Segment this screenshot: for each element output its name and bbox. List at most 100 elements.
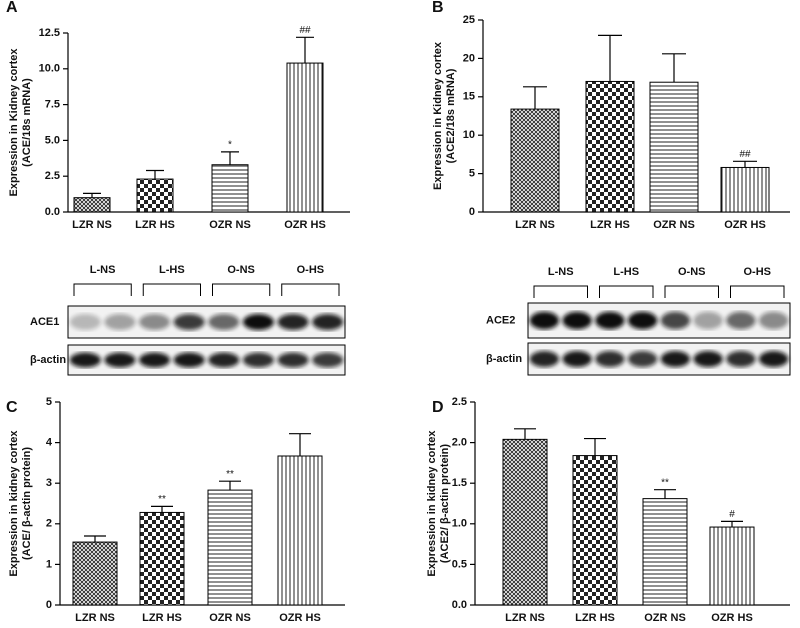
blot-band [312,352,344,368]
bar [211,164,249,213]
x-tick-label: OZR HS [711,612,753,623]
blot-band [208,314,240,330]
y-tick-label: 5.0 [45,134,60,146]
x-tick-label: OZR NS [209,612,251,623]
significance: ** [158,494,166,505]
y-tick-label: 5 [46,396,52,408]
lane-group-label: O-HS [744,266,772,278]
blot-band [138,314,171,330]
blot-band [758,351,789,367]
bar [73,197,111,213]
blot-band [726,311,756,330]
y-tick-label: 0.0 [452,599,467,611]
blot-band [69,352,101,368]
y-axis-label: Expression in Kidney cortex [432,41,444,190]
y-axis-label: (ACE2/ β-actin protein) [439,444,451,564]
y-tick-label: 10 [463,129,475,141]
lane-bracket [212,283,271,296]
blot-band [104,352,136,368]
bar [502,438,548,606]
lane-group-label: L-NS [548,266,574,278]
bar [139,511,185,606]
blot-band [693,311,723,330]
bar [720,166,770,213]
x-tick-label: LZR NS [515,219,555,231]
significance: # [729,509,735,520]
bar [572,455,618,606]
bar [649,81,699,213]
bar [510,108,560,213]
panel-letter: B [432,0,444,16]
y-tick-label: 25 [463,14,475,26]
lane-group-label: L-NS [90,264,116,276]
y-tick-label: 1 [46,558,52,570]
lane-group-label: O-HS [297,264,325,276]
lane-group-label: L-HS [613,266,639,278]
y-tick-label: 10.0 [39,63,60,75]
blot-band [562,351,592,367]
significance: ## [739,149,751,160]
significance: ** [226,469,234,480]
y-tick-label: 1.0 [452,518,467,530]
lane-bracket [599,285,654,298]
blot-band [529,351,560,367]
panel-letter: A [6,0,18,16]
lane-group-label: O-NS [678,266,706,278]
bar [642,498,688,606]
y-tick-label: 12.5 [39,27,60,39]
blot-band [242,314,275,330]
blot-row-label: ACE2 [486,314,515,326]
x-tick-label: LZR NS [75,612,115,623]
lane-bracket [281,283,340,296]
blot-band [595,351,625,367]
lane-bracket [73,283,132,296]
significance: ## [299,25,311,36]
lane-bracket [730,285,785,298]
blot-band [277,314,309,330]
blot-band [312,314,344,330]
y-tick-label: 2 [46,518,52,530]
y-axis-label: Expression in kidney cortex [426,430,438,577]
y-tick-label: 5 [469,168,475,180]
x-tick-label: LZR HS [590,219,630,231]
blot-band [138,352,171,368]
y-tick-label: 0.0 [45,206,60,218]
blot-band [758,311,789,330]
blot-band [173,314,205,330]
bar [286,62,324,213]
blot-band [104,314,136,330]
y-axis-label: (ACE/18s mRNA) [21,78,33,167]
y-tick-label: 4 [46,437,53,449]
panel-letter: C [6,399,18,416]
blot-band [693,351,723,367]
blot-row-label: β-actin [30,354,66,366]
x-tick-label: LZR NS [505,612,545,623]
blot-band [660,311,691,330]
x-tick-label: OZR NS [209,219,251,231]
y-tick-label: 2.5 [45,170,60,182]
y-tick-label: 7.5 [45,99,60,111]
x-tick-label: LZR HS [135,219,175,231]
blot-row-label: ACE1 [30,316,59,328]
x-tick-label: LZR NS [72,219,112,231]
blot-band [595,311,625,330]
blot-band [660,351,691,367]
y-tick-label: 0 [46,599,52,611]
blot-band [562,311,592,330]
y-tick-label: 2.5 [452,396,467,408]
lane-group-label: L-HS [159,264,185,276]
y-axis-label: (ACE2/18s mRNA) [445,68,457,163]
lane-bracket [664,285,719,298]
blot-band [726,351,756,367]
blot-row-label: β-actin [486,353,522,365]
x-tick-label: OZR NS [644,612,686,623]
y-tick-label: 15 [463,91,475,103]
significance: * [228,139,232,150]
x-tick-label: OZR HS [279,612,321,623]
bar [277,455,323,606]
blot-band [627,311,658,330]
x-tick-label: OZR HS [724,219,766,231]
blot-band [173,352,205,368]
y-tick-label: 20 [463,52,475,64]
